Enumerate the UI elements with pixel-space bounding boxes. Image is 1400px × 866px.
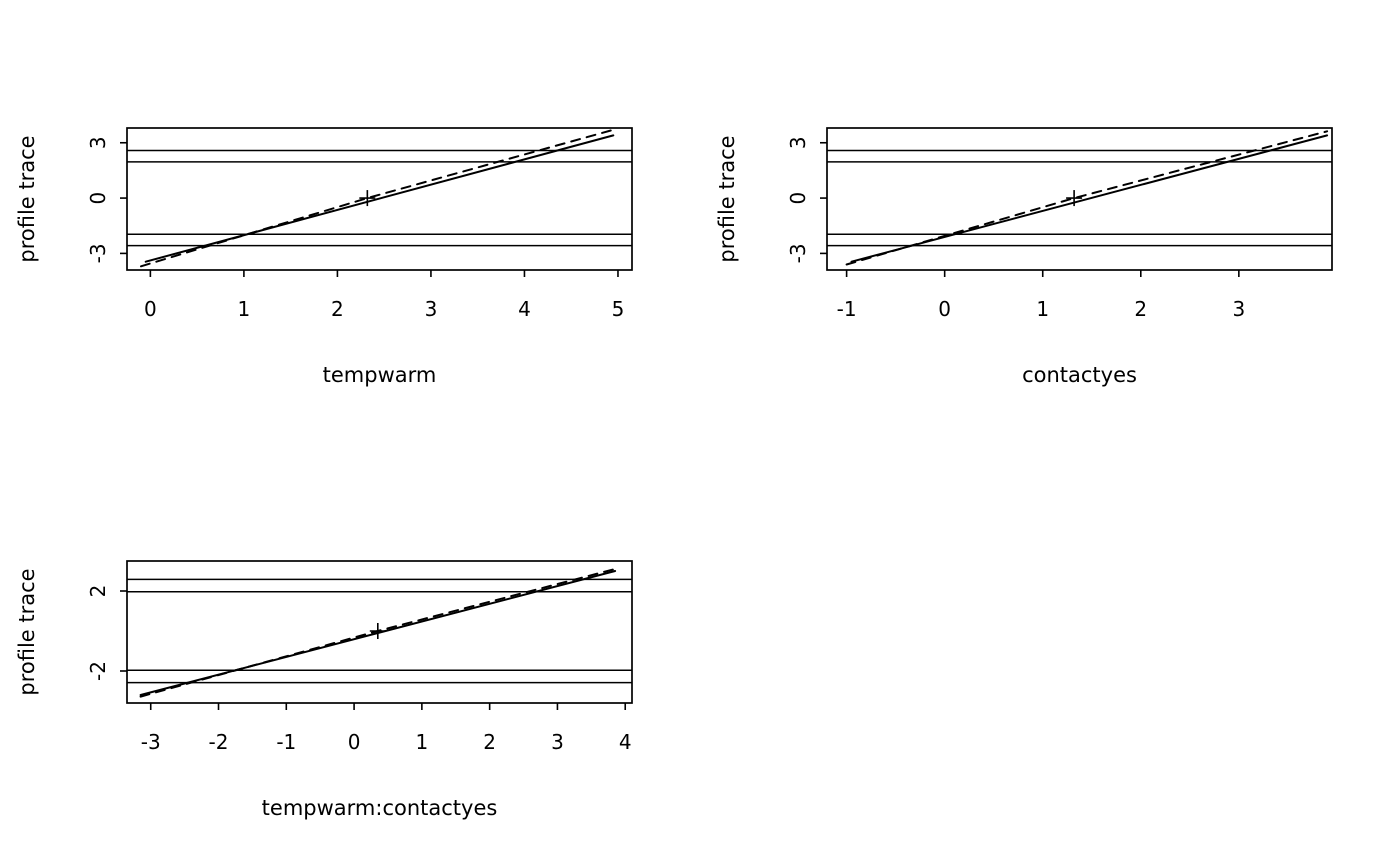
y-tick-label: 0 (86, 192, 110, 205)
x-tick-label: 1 (1036, 297, 1049, 321)
x-tick-label: -1 (837, 297, 857, 321)
plot-box (126, 560, 633, 704)
x-tick-label: 2 (1134, 297, 1147, 321)
y-tick-label: -3 (786, 243, 810, 263)
x-tick-label: 0 (938, 297, 951, 321)
x-axis-label: tempwarm (323, 363, 437, 387)
plot-box (126, 127, 633, 271)
y-axis-label: profile trace (715, 135, 739, 262)
y-axis-label: profile trace (15, 568, 39, 695)
x-tick-label: 1 (238, 297, 251, 321)
plot-box (826, 127, 1333, 271)
x-tick-label: -2 (209, 730, 229, 754)
y-tick-label: 0 (786, 192, 810, 205)
x-tick-label: -3 (141, 730, 161, 754)
profile-trace-line (144, 134, 615, 263)
chart-svg-contactyes: -1 0 1 2 3 -3 0 3 contactyes profile trace (715, 127, 1333, 387)
x-tick-label: 3 (551, 730, 564, 754)
x-tick-label: 2 (483, 730, 496, 754)
chart-svg-tempwarm: 0 1 2 3 4 5 -3 0 3 tempwarm profile trace (15, 127, 633, 387)
x-tick-label: 3 (425, 297, 438, 321)
x-tick-label: 5 (612, 297, 625, 321)
x-axis-label: contactyes (1022, 363, 1137, 387)
y-tick-label: 3 (86, 136, 110, 149)
y-tick-label: 3 (786, 136, 810, 149)
linear-approx-line (140, 128, 615, 268)
y-tick-label: -3 (86, 243, 110, 263)
x-axis-label: tempwarm:contactyes (262, 796, 498, 820)
y-tick-label: -2 (86, 661, 110, 681)
x-tick-label: 4 (518, 297, 531, 321)
x-tick-label: 4 (619, 730, 632, 754)
x-tick-label: 2 (331, 297, 344, 321)
x-tick-label: 0 (144, 297, 157, 321)
x-tick-label: -1 (276, 730, 296, 754)
chart-svg-tempwarm-contactyes: -3 -2 -1 0 1 2 3 4 -2 2 tempwarm:contactyes profile… (15, 560, 633, 820)
panel-contactyes: -1 0 1 2 3 -3 0 3 contactyes profile trace (700, 0, 1400, 433)
panel-tempwarm-contactyes: -3 -2 -1 0 1 2 3 4 -2 2 tempwarm:contactyes profile… (0, 433, 700, 866)
y-tick-label: 2 (86, 585, 110, 598)
panel-tempwarm: 0 1 2 3 4 5 -3 0 3 tempwarm profile trace (0, 0, 700, 433)
x-tick-label: 0 (348, 730, 361, 754)
y-axis-label: profile trace (15, 135, 39, 262)
x-tick-label: 3 (1232, 297, 1245, 321)
x-tick-label: 1 (415, 730, 428, 754)
